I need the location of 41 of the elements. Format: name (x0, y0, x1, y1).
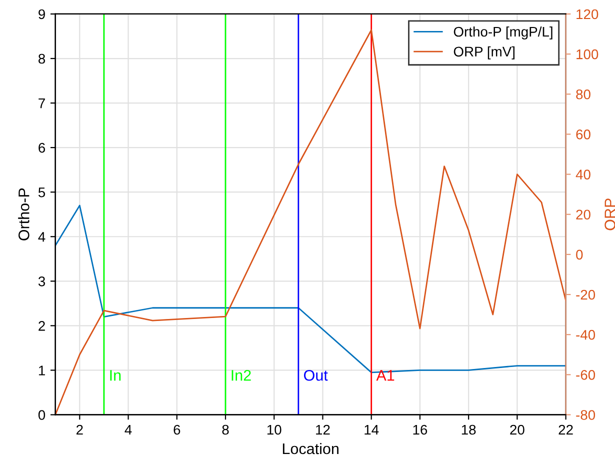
ref-line-label: In2 (232, 370, 251, 381)
x-tick-label: 16 (413, 424, 428, 435)
x-axis-title: Location (282, 442, 338, 454)
y2-tick-label: 80 (576, 89, 590, 100)
y-tick-label: 8 (38, 54, 46, 64)
y2-tick-label: 0 (576, 250, 583, 260)
x-tick-label: 10 (267, 424, 282, 435)
y2-tick-label: -20 (576, 290, 596, 300)
y-tick-label: 7 (38, 98, 45, 108)
y2-tick-label: 60 (576, 130, 590, 140)
x-tick-label: 4 (124, 424, 132, 435)
y-axis-title: Ortho-P (18, 188, 30, 240)
legend-label: ORP [mV] (454, 46, 514, 60)
y2-tick-label: 100 (576, 49, 598, 60)
x-tick-label: 8 (222, 424, 229, 435)
y-tick-label: 3 (38, 276, 46, 286)
legend-label: Ortho-P [mgP/L] (454, 26, 552, 40)
ref-line-label: A1 (376, 370, 394, 381)
y-tick-label: 9 (38, 9, 45, 20)
y-tick-label: 1 (38, 366, 45, 376)
y2-tick-label: 120 (576, 9, 598, 20)
y2-tick-label: 20 (576, 210, 590, 220)
x-tick-label: 12 (316, 424, 330, 435)
x-tick-label: 18 (462, 424, 476, 435)
ref-line-label: In (110, 370, 121, 381)
y2-tick-label: -40 (576, 330, 596, 340)
x-tick-label: 14 (364, 424, 379, 435)
y2-tick-label: -60 (576, 370, 596, 380)
y-tick-label: 0 (38, 410, 46, 420)
x-tick-label: 2 (76, 424, 83, 435)
y-tick-label: 6 (38, 142, 46, 153)
y-tick-label: 4 (38, 232, 46, 242)
x-tick-label: 6 (174, 424, 180, 435)
y2-axis-title: ORP (604, 198, 615, 230)
y2-tick-label: 40 (576, 170, 590, 180)
y2-tick-label: -80 (576, 410, 596, 420)
y-tick-label: 2 (38, 321, 45, 331)
x-tick-label: 22 (558, 424, 573, 435)
y-tick-label: 5 (38, 188, 46, 198)
x-tick-label: 20 (510, 424, 524, 435)
ref-line-label: Out (304, 370, 328, 381)
